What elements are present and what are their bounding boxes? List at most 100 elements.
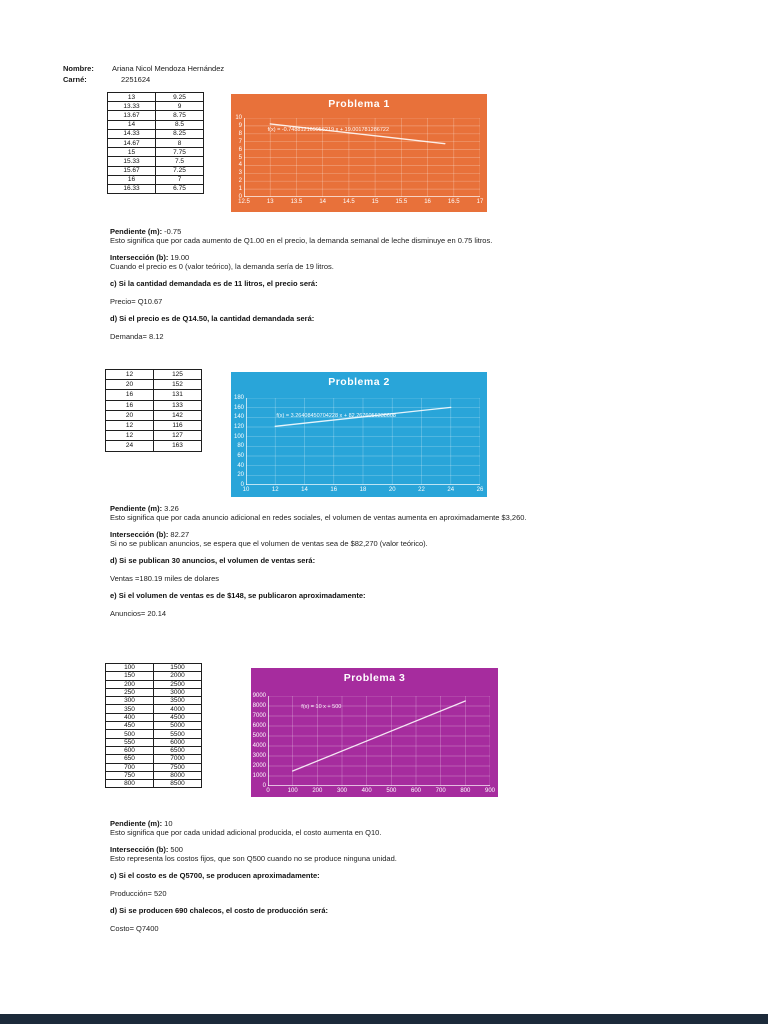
table-cell: 14.33 [107,128,156,139]
y-axis-tick-label: 0 [240,482,244,488]
table-row: 350 4000 [105,704,202,714]
table-cell: 16 [105,399,154,411]
x-axis-tick-label: 22 [418,487,425,493]
table-row: 24 163 [105,440,202,452]
table-row: 15.33 7.5 [107,156,204,167]
table-cell: 7000 [153,754,202,764]
table-cell: 450 [105,721,154,731]
table-cell: 8 [155,137,204,149]
table-row: 16 131 [105,389,202,401]
text-line: Demanda= 8.12 [110,332,164,341]
chart-problem1: Problema 1 f(x) = -0.748812169956219 x + … [231,94,487,212]
table-cell: 5000 [153,721,202,731]
y-axis-tick-label: 5 [238,154,242,161]
y-axis-tick-label: 2000 [252,763,266,769]
table-row: 100 1500 [105,662,202,673]
analysis-problem2: Pendiente (m): 3.26 Esto significa que po… [110,504,755,618]
table-cell: 2000 [153,671,202,681]
table-cell: 8500 [153,779,202,789]
viewer-footer-bar [0,1014,768,1024]
chart-title: Problema 1 [328,98,390,110]
y-axis-tick-label: 100 [233,433,244,440]
table-cell: 16 [107,174,156,185]
x-axis-tick-label: 18 [359,487,367,493]
chart-problem2: Problema 2 f(x) = 3.26408450704228 x + 82… [231,372,487,497]
data-table-problem3: 100 1500 150 2000 200 2500 250 3000 300 3500 350 40… [105,662,202,789]
trend-line [274,406,452,427]
table-cell: 3500 [153,696,202,706]
table-cell: 163 [153,440,202,452]
trend-equation-label: f(x) = 3.26408450704228 x + 82.267605633… [276,412,396,419]
x-axis-tick-label: 400 [361,788,372,794]
x-axis-tick-label: 900 [484,788,495,794]
data-table-problem1: 13 9.25 13.33 9 13.67 8.75 14 8.5 14.33 8.25 14.67… [107,91,204,195]
table-cell: 16 [105,389,154,401]
table-cell: 14.67 [107,137,156,149]
table-cell: 133 [153,399,202,411]
y-axis-tick-label: 180 [233,395,244,401]
chart-title: Problema 2 [328,376,390,388]
table-row: 700 7500 [105,762,202,772]
table-row: 400 4500 [105,712,202,723]
table-cell: 2500 [153,679,202,689]
table-cell: 7.5 [155,156,204,167]
table-cell: 7.75 [155,147,204,158]
y-axis-tick-label: 120 [233,424,244,430]
y-axis-tick-label: 6000 [252,723,266,729]
table-cell: 100 [105,662,154,673]
y-axis-tick-label: 0 [238,194,242,200]
table-cell: 152 [153,379,202,391]
y-axis-tick-label: 80 [237,443,244,450]
x-axis-tick-label: 16 [424,199,431,205]
header-name-value: Ariana Nicol Mendoza Hernández [112,64,225,73]
table-cell: 9.25 [155,91,204,103]
table-cell: 500 [105,729,154,739]
table-cell: 15.67 [107,165,156,176]
table-row: 14.67 8 [107,137,204,149]
table-cell: 13 [107,91,156,103]
header-name-label: Nombre: [63,64,94,73]
table-row: 300 3500 [105,696,202,706]
table-cell: 700 [105,762,154,772]
table-cell: 250 [105,687,154,698]
y-axis-tick-label: 40 [237,462,244,469]
table-row: 600 6500 [105,745,202,756]
x-axis-tick-label: 14 [319,199,326,205]
y-axis-tick-label: 60 [237,453,244,459]
x-axis-tick-label: 26 [476,487,484,493]
table-cell: 550 [105,737,154,747]
table-row: 13.67 8.75 [107,110,204,121]
table-row: 13.33 9 [107,101,204,112]
analysis-problem3: Pendiente (m): 10 Esto significa que por … [110,819,755,933]
x-axis-tick-label: 15.5 [395,199,408,205]
x-axis-tick-label: 15 [371,199,379,205]
question-line: d) Si se producen 690 chalecos, el costo… [110,906,328,915]
data-table-problem2: 12 125 20 152 16 131 16 133 20 142 12 116 12 127 24 163 [105,368,202,452]
table-cell: 13.67 [107,110,156,121]
table-cell: 131 [153,389,202,401]
table-row: 13 9.25 [107,91,204,103]
x-axis-tick-label: 800 [460,788,471,794]
table-cell: 12 [105,430,154,442]
table-cell: 600 [105,745,154,756]
x-axis-tick-label: 12 [271,487,279,493]
text-line: Producción= 520 [110,889,167,898]
question-line: d) Si el precio es de Q14.50, la cantida… [110,314,315,323]
table-cell: 200 [105,679,154,689]
trend-line [292,700,466,772]
x-axis-tick-label: 13 [266,199,274,205]
table-row: 200 2500 [105,679,202,689]
y-axis-tick-label: 8 [238,130,242,137]
table-cell: 127 [153,430,202,442]
table-cell: 12 [105,368,154,381]
table-row: 14.33 8.25 [107,128,204,139]
x-axis-tick-label: 14.5 [343,199,355,205]
y-axis-tick-label: 1 [238,186,242,193]
x-axis-tick-label: 10 [242,487,250,493]
text-line: Esto significa que por cada unidad adici… [110,828,382,837]
table-cell: 6500 [153,745,202,756]
table-cell: 12 [105,419,154,432]
table-row: 250 3000 [105,687,202,698]
table-cell: 8.75 [155,110,204,121]
